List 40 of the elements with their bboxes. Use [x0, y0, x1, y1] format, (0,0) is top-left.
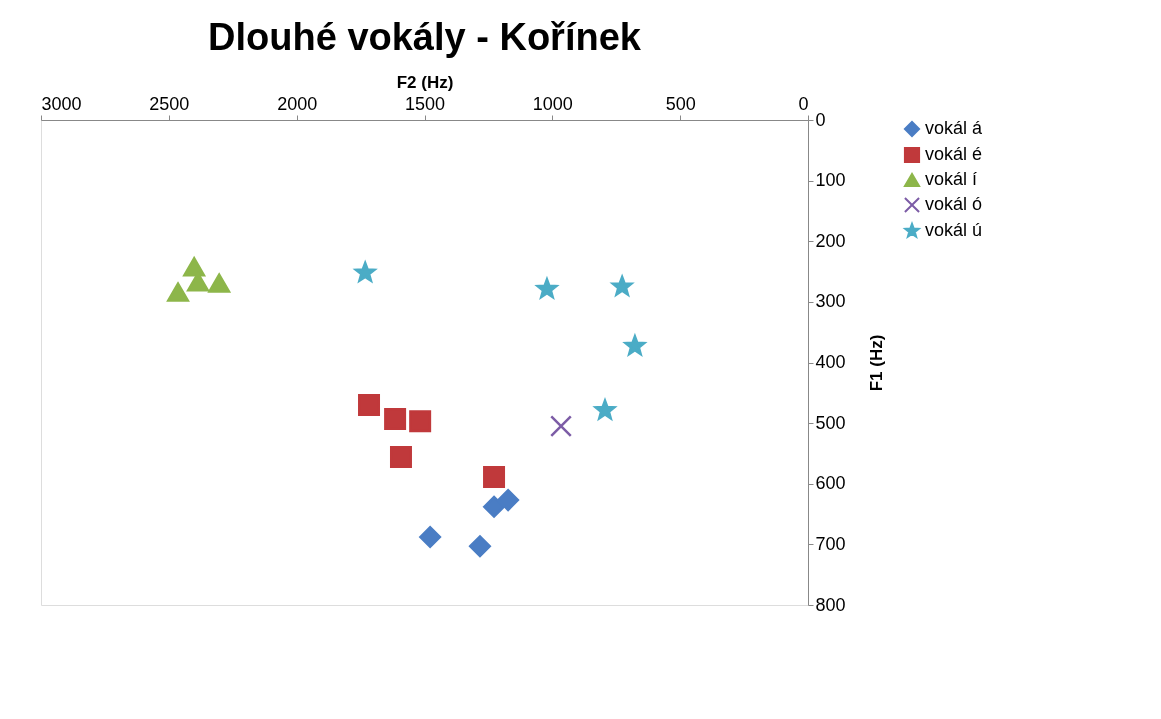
y-tick-label: 300 — [815, 291, 846, 312]
legend-label: vokál ú — [925, 220, 983, 240]
point — [384, 407, 407, 430]
point — [352, 259, 378, 284]
point — [419, 526, 442, 549]
point — [497, 489, 520, 512]
x-axis-title: F2 (Hz) — [396, 72, 454, 92]
point — [550, 415, 573, 438]
y-tick-label: 500 — [815, 412, 846, 433]
point — [183, 257, 206, 277]
point — [389, 446, 412, 469]
x-tick-label: 1000 — [532, 93, 573, 114]
point — [468, 535, 491, 558]
point — [609, 273, 635, 298]
point — [483, 495, 506, 518]
x-tick-label: 2000 — [277, 93, 318, 114]
y-tick-label: 600 — [815, 473, 846, 494]
y-tick-label: 400 — [815, 352, 846, 372]
legend-label: vokál á — [925, 118, 984, 138]
y-axis-title: F1 (Hz) — [866, 334, 886, 392]
x-tick-label: 0 — [798, 93, 809, 114]
y-tick-label: 800 — [815, 594, 846, 615]
legend-label: vokál í — [925, 169, 978, 189]
point — [409, 410, 432, 433]
x-tick-label: 2500 — [149, 93, 190, 114]
point — [534, 276, 560, 300]
y-tick-label: 0 — [815, 109, 826, 130]
x-tick-label: 3000 — [41, 93, 82, 114]
y-tick-label: 100 — [815, 170, 846, 191]
y-tick-label: 200 — [815, 230, 846, 251]
y-tick-label: 700 — [815, 533, 846, 554]
point — [483, 466, 506, 489]
point — [358, 393, 381, 416]
x-tick-label: 1500 — [404, 93, 446, 114]
point — [167, 282, 190, 302]
x-tick-label: 500 — [665, 93, 696, 114]
legend-label: vokál é — [925, 144, 983, 164]
point — [208, 273, 231, 293]
chart-title: Dlouhé vokály - Kořínek — [208, 16, 642, 58]
legend-label: vokál ó — [925, 194, 983, 214]
